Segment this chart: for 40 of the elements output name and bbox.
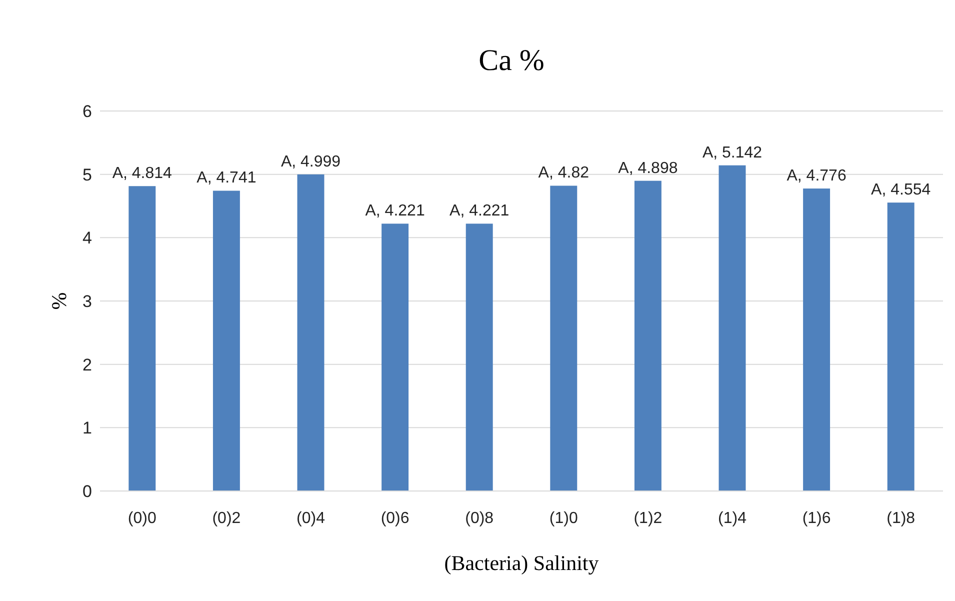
bar bbox=[718, 165, 746, 491]
y-tick-label: 2 bbox=[82, 355, 92, 374]
bar bbox=[212, 190, 240, 491]
x-tick-label: (1)2 bbox=[634, 510, 662, 527]
data-label: A, 4.814 bbox=[112, 165, 172, 182]
x-tick-label: (1)8 bbox=[886, 510, 916, 527]
data-label: A, 4.82 bbox=[538, 164, 590, 182]
data-label: A, 4.999 bbox=[280, 153, 341, 170]
x-tick-label: (0)0 bbox=[128, 510, 156, 527]
bar bbox=[297, 174, 324, 491]
bar bbox=[128, 186, 156, 491]
x-tick-label: (0)6 bbox=[380, 510, 410, 527]
data-label: A, 4.554 bbox=[871, 182, 931, 199]
bar bbox=[887, 202, 914, 491]
x-tick-label: (1)4 bbox=[718, 510, 747, 527]
data-label: A, 4.221 bbox=[365, 202, 425, 220]
y-tick-label: 3 bbox=[82, 292, 92, 311]
bar bbox=[803, 188, 830, 491]
data-label: A, 5.142 bbox=[702, 144, 762, 162]
data-label: A, 4.221 bbox=[450, 202, 510, 220]
y-tick-label: 6 bbox=[82, 102, 92, 121]
x-tick-label: (1)6 bbox=[802, 510, 831, 527]
y-tick-label: 1 bbox=[82, 418, 92, 438]
y-tick-label: 0 bbox=[82, 482, 92, 501]
data-label: A, 4.741 bbox=[196, 170, 256, 187]
bar bbox=[634, 180, 662, 491]
y-tick-label: 5 bbox=[82, 165, 92, 184]
bar bbox=[550, 186, 578, 491]
x-axis-title: (Bacteria) Salinity bbox=[444, 551, 600, 575]
x-tick-label: (0)2 bbox=[212, 510, 241, 527]
y-tick-label: 4 bbox=[82, 228, 92, 248]
data-label: A, 4.898 bbox=[618, 160, 678, 177]
y-axis-title: % bbox=[47, 292, 71, 310]
bar bbox=[382, 224, 409, 491]
x-tick-label: (0)4 bbox=[296, 510, 326, 527]
x-tick-label: (1)0 bbox=[549, 510, 578, 527]
bar bbox=[466, 224, 493, 491]
chart-title: Ca % bbox=[478, 44, 544, 77]
data-label: A, 4.776 bbox=[786, 168, 846, 185]
x-tick-label: (0)8 bbox=[465, 510, 494, 527]
